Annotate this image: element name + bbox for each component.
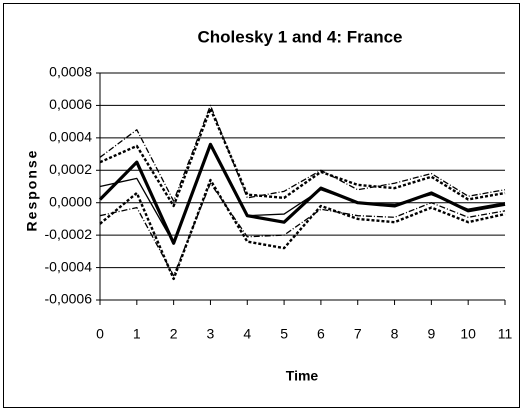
- chart-title: Cholesky 1 and 4: France: [197, 27, 402, 46]
- x-tick-label: 8: [391, 326, 399, 342]
- y-tick-label: -0,0004: [45, 258, 93, 274]
- series-line: [98, 142, 506, 245]
- x-tick-label: 11: [498, 326, 513, 342]
- x-tick-label: 2: [170, 326, 178, 342]
- x-tick-label: 7: [354, 326, 362, 342]
- y-tick-label: 0,0008: [49, 64, 92, 80]
- x-tick-label: 9: [427, 326, 435, 342]
- y-tick-label: -0,0002: [45, 226, 93, 242]
- x-axis-title: Time: [286, 368, 319, 384]
- y-axis-title: Response: [24, 149, 40, 232]
- x-tick-label: 10: [460, 326, 476, 342]
- chart-frame: [3, 3, 520, 408]
- x-tick-label: 5: [280, 326, 288, 342]
- x-tick-label: 6: [317, 326, 325, 342]
- y-tick-label: 0,0002: [49, 161, 92, 177]
- x-tick-label: 1: [133, 326, 141, 342]
- series-line: [99, 104, 506, 202]
- x-tick-label: 0: [96, 326, 104, 342]
- x-tick-label: 4: [243, 326, 251, 342]
- y-tick-label: 0,0004: [49, 129, 92, 145]
- y-tick-label: -0,0006: [45, 291, 93, 307]
- series-line: [99, 107, 506, 208]
- y-tick-label: 0,0000: [49, 193, 92, 209]
- series-line: [99, 178, 506, 281]
- y-tick-label: 0,0006: [49, 96, 92, 112]
- x-tick-label: 3: [207, 326, 215, 342]
